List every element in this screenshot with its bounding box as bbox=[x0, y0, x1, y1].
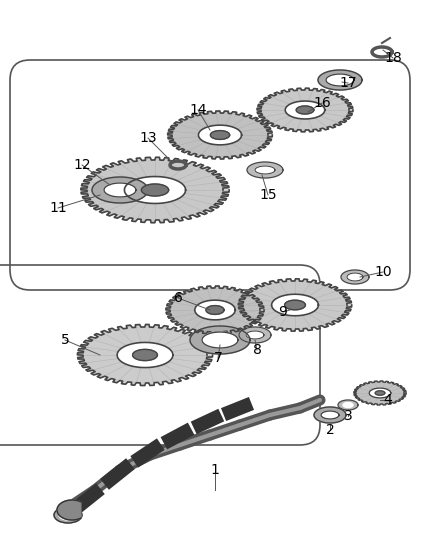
Polygon shape bbox=[247, 162, 283, 178]
Ellipse shape bbox=[59, 510, 77, 520]
Polygon shape bbox=[285, 300, 305, 310]
Polygon shape bbox=[190, 326, 250, 354]
Polygon shape bbox=[246, 331, 264, 339]
Polygon shape bbox=[314, 407, 346, 423]
Text: 10: 10 bbox=[374, 265, 392, 279]
Polygon shape bbox=[117, 342, 173, 368]
Polygon shape bbox=[369, 388, 391, 398]
Polygon shape bbox=[141, 184, 169, 196]
Polygon shape bbox=[341, 270, 369, 284]
Text: 5: 5 bbox=[60, 333, 69, 347]
Polygon shape bbox=[81, 157, 229, 223]
Text: 17: 17 bbox=[339, 76, 357, 90]
Polygon shape bbox=[285, 101, 325, 119]
Text: 9: 9 bbox=[279, 305, 287, 319]
Polygon shape bbox=[198, 125, 242, 145]
Polygon shape bbox=[202, 332, 238, 348]
Polygon shape bbox=[239, 327, 271, 343]
Polygon shape bbox=[255, 166, 275, 174]
Polygon shape bbox=[104, 183, 136, 197]
Text: 4: 4 bbox=[384, 393, 392, 407]
Polygon shape bbox=[133, 350, 157, 361]
Polygon shape bbox=[296, 106, 314, 114]
Text: 11: 11 bbox=[49, 201, 67, 215]
Polygon shape bbox=[238, 279, 352, 331]
Polygon shape bbox=[210, 131, 230, 140]
Text: 7: 7 bbox=[214, 351, 223, 365]
Polygon shape bbox=[124, 176, 186, 204]
Text: 6: 6 bbox=[173, 291, 183, 305]
Text: 12: 12 bbox=[73, 158, 91, 172]
Polygon shape bbox=[347, 273, 363, 281]
Text: 13: 13 bbox=[139, 131, 157, 145]
Ellipse shape bbox=[64, 513, 72, 518]
Polygon shape bbox=[354, 381, 406, 405]
Polygon shape bbox=[343, 402, 353, 408]
Polygon shape bbox=[321, 411, 339, 419]
Polygon shape bbox=[318, 70, 362, 90]
Polygon shape bbox=[92, 177, 148, 203]
Text: 18: 18 bbox=[384, 51, 402, 65]
Polygon shape bbox=[257, 88, 353, 132]
Polygon shape bbox=[57, 500, 81, 520]
Text: 16: 16 bbox=[313, 96, 331, 110]
Text: 8: 8 bbox=[253, 343, 261, 357]
Polygon shape bbox=[272, 294, 318, 316]
Text: 15: 15 bbox=[259, 188, 277, 202]
Text: 3: 3 bbox=[344, 409, 353, 423]
Text: 2: 2 bbox=[325, 423, 334, 437]
Polygon shape bbox=[206, 305, 224, 314]
Polygon shape bbox=[338, 400, 358, 410]
Ellipse shape bbox=[54, 507, 82, 523]
Polygon shape bbox=[195, 300, 235, 320]
Polygon shape bbox=[375, 391, 385, 395]
Polygon shape bbox=[326, 74, 354, 86]
Polygon shape bbox=[166, 286, 264, 334]
Text: 14: 14 bbox=[189, 103, 207, 117]
Polygon shape bbox=[78, 325, 212, 385]
Text: 1: 1 bbox=[211, 463, 219, 477]
Polygon shape bbox=[168, 111, 272, 159]
